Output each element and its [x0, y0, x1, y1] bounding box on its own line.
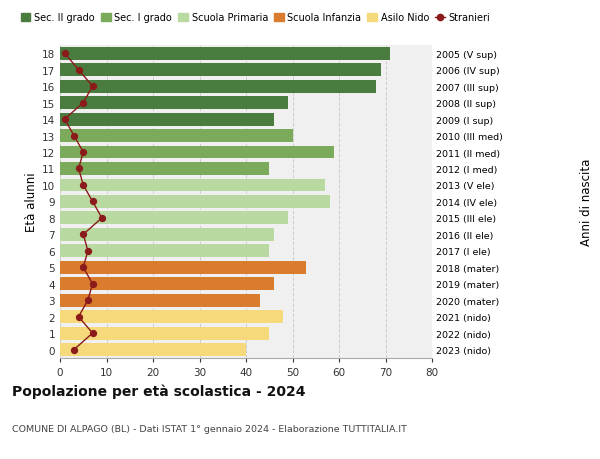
Bar [60, 130, 293, 143]
Bar [60, 162, 269, 175]
Bar [60, 146, 334, 159]
Point [83, 297, 93, 304]
Bar [60, 179, 325, 192]
Point [79, 182, 88, 189]
Bar [60, 97, 288, 110]
Text: Popolazione per età scolastica - 2024: Popolazione per età scolastica - 2024 [12, 383, 305, 398]
Bar [60, 294, 260, 307]
Point [83, 247, 93, 255]
Bar [60, 64, 381, 77]
Bar [60, 196, 330, 208]
Point [79, 231, 88, 239]
Point [74, 313, 83, 321]
Bar [60, 311, 283, 323]
Legend: Sec. II grado, Sec. I grado, Scuola Primaria, Scuola Infanzia, Asilo Nido, Stran: Sec. II grado, Sec. I grado, Scuola Prim… [17, 10, 494, 27]
Bar [60, 48, 390, 61]
Bar [60, 81, 376, 93]
Point [79, 149, 88, 157]
Point [74, 67, 83, 74]
Point [97, 215, 107, 222]
Text: COMUNE DI ALPAGO (BL) - Dati ISTAT 1° gennaio 2024 - Elaborazione TUTTITALIA.IT: COMUNE DI ALPAGO (BL) - Dati ISTAT 1° ge… [12, 425, 407, 433]
Point [69, 133, 79, 140]
Point [74, 165, 83, 173]
Bar [60, 278, 274, 291]
Bar [60, 261, 307, 274]
Bar [60, 212, 288, 225]
Y-axis label: Età alunni: Età alunni [25, 172, 38, 232]
Bar [60, 327, 269, 340]
Point [88, 330, 97, 337]
Bar [60, 343, 246, 356]
Point [88, 198, 97, 206]
Y-axis label: Anni di nascita: Anni di nascita [580, 158, 593, 246]
Point [88, 83, 97, 90]
Bar [60, 229, 274, 241]
Bar [60, 245, 269, 257]
Point [79, 264, 88, 271]
Point [60, 116, 70, 123]
Point [88, 280, 97, 288]
Point [69, 346, 79, 353]
Point [60, 50, 70, 58]
Bar [60, 113, 274, 126]
Point [79, 100, 88, 107]
